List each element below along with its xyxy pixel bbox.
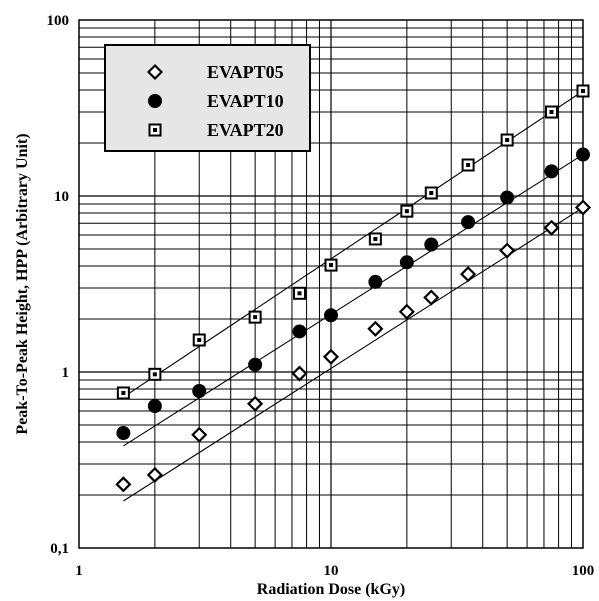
y-tick-label: 1 (62, 365, 70, 381)
legend-marker (146, 63, 164, 81)
data-point (191, 426, 208, 443)
data-point (367, 320, 384, 337)
data-point (324, 308, 338, 323)
data-point-center (505, 138, 510, 143)
data-point (424, 237, 439, 252)
data-point (576, 147, 590, 162)
data-point (399, 255, 414, 270)
legend-marker-center (153, 128, 157, 132)
data-point (115, 476, 132, 493)
data-point (544, 164, 559, 179)
legend-box (104, 44, 311, 152)
data-point-center (121, 390, 126, 395)
data-point-center (152, 372, 157, 377)
data-point (398, 303, 415, 320)
data-point (248, 357, 263, 372)
data-point (291, 365, 308, 382)
y-tick-label: 10 (54, 189, 69, 205)
legend-marker (148, 94, 162, 108)
data-point (147, 399, 162, 414)
data-point-center (466, 163, 471, 168)
data-point (322, 348, 340, 365)
y-axis-label: Peak-To-Peak Height, HPP (Arbitrary Unit… (14, 133, 31, 434)
data-point (460, 266, 477, 283)
legend-label: EVAPT10 (207, 91, 284, 111)
x-tick-label: 1 (75, 563, 83, 579)
data-point-center (253, 315, 258, 320)
x-tick-label: 10 (324, 563, 339, 579)
data-point-center (549, 110, 554, 115)
data-point (461, 215, 476, 230)
data-point (423, 289, 440, 306)
data-point-center (429, 191, 434, 196)
y-tick-label: 0,1 (50, 541, 69, 557)
tick-labels: 1 10 100 0,1 1 10 100 (47, 13, 595, 579)
legend-label: EVAPT20 (207, 120, 284, 140)
plot-frame (78, 19, 584, 549)
data-markers (115, 84, 592, 493)
data-point (247, 395, 264, 412)
y-tick-label: 100 (47, 13, 70, 29)
data-point-center (404, 209, 409, 214)
legend-label: EVAPT05 (207, 62, 284, 82)
data-point-center (373, 236, 378, 241)
data-point (500, 190, 515, 205)
data-point (499, 242, 516, 259)
data-point (192, 383, 207, 398)
data-point (116, 426, 131, 441)
data-point (543, 219, 560, 236)
data-point-center (297, 291, 302, 296)
data-point (146, 466, 163, 484)
data-point-center (581, 88, 585, 93)
fit-lines (123, 90, 584, 502)
data-point-center (329, 263, 333, 268)
x-axis-label: Radiation Dose (kGy) (257, 581, 405, 598)
data-point (368, 274, 383, 289)
data-point (292, 324, 307, 339)
legend: EVAPT05 EVAPT10 EVAPT20 (104, 44, 311, 152)
data-point (574, 199, 592, 216)
data-point-center (197, 337, 202, 342)
x-tick-label: 100 (572, 563, 595, 579)
